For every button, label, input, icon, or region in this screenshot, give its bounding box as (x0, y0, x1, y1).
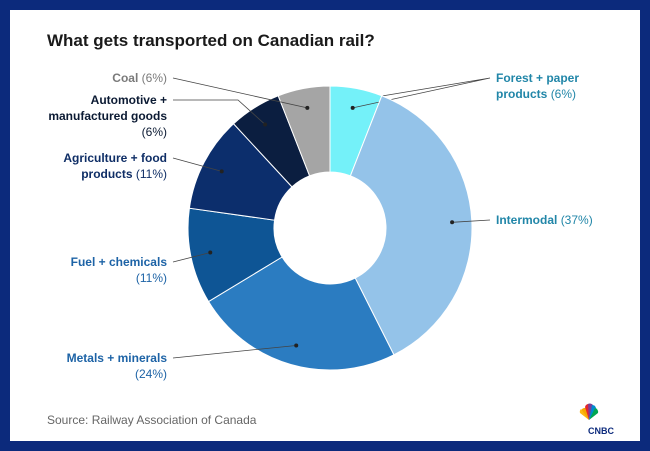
segment-label: Forest + paper products (6%) (496, 70, 608, 102)
chart (172, 77, 599, 420)
leader-line (172, 157, 222, 172)
segment-label: Automotive + manufactured goods (6%) (37, 92, 167, 140)
leader-dot (219, 169, 224, 174)
panel: What gets transported on Canadian rail? … (10, 10, 640, 441)
segment-label: Intermodal (37%) (496, 212, 646, 228)
leader-line (172, 252, 211, 263)
segment-label: Metals + minerals (24%) (47, 350, 167, 382)
leader-line (173, 99, 266, 125)
value-label: (24%) (134, 367, 167, 381)
value-label: (6%) (550, 87, 577, 101)
category-name: Coal (112, 71, 139, 85)
category-name: Agriculture + food products (63, 151, 167, 181)
leader-dot (263, 122, 268, 127)
leader-dot (350, 105, 355, 110)
donut-segment (277, 85, 331, 177)
logo: CNBC (588, 426, 614, 436)
category-name: Metals + minerals (66, 351, 167, 365)
category-name: Intermodal (496, 213, 558, 227)
leader-line (172, 77, 308, 109)
chart-title: What gets transported on Canadian rail? (47, 31, 375, 50)
segment-label: Fuel + chemicals (11%) (57, 254, 167, 286)
category-name: Forest + paper products (496, 71, 580, 101)
source: Source: Railway Association of Canada (47, 413, 257, 427)
donut-segment (349, 95, 473, 356)
category-name: Fuel + chemicals (70, 255, 167, 269)
leader-line (452, 219, 491, 223)
value-label: (11%) (135, 167, 167, 181)
leader-dot (294, 343, 299, 348)
segment-label: Coal (6%) (47, 70, 167, 86)
value-label: (6%) (141, 71, 167, 85)
leader-line (352, 77, 491, 109)
segment-label: Agriculture + food products (11%) (47, 150, 167, 182)
donut-segment (207, 256, 395, 371)
leader-line (172, 345, 297, 359)
value-label: (37%) (560, 213, 593, 227)
value-label: (11%) (135, 271, 167, 285)
leader-dot (305, 105, 310, 110)
category-name: Automotive + manufactured goods (48, 93, 167, 123)
logo-mark (579, 403, 599, 420)
value-label: (6%) (141, 125, 167, 139)
leader-dot (208, 250, 213, 255)
leader-dot (450, 220, 455, 225)
